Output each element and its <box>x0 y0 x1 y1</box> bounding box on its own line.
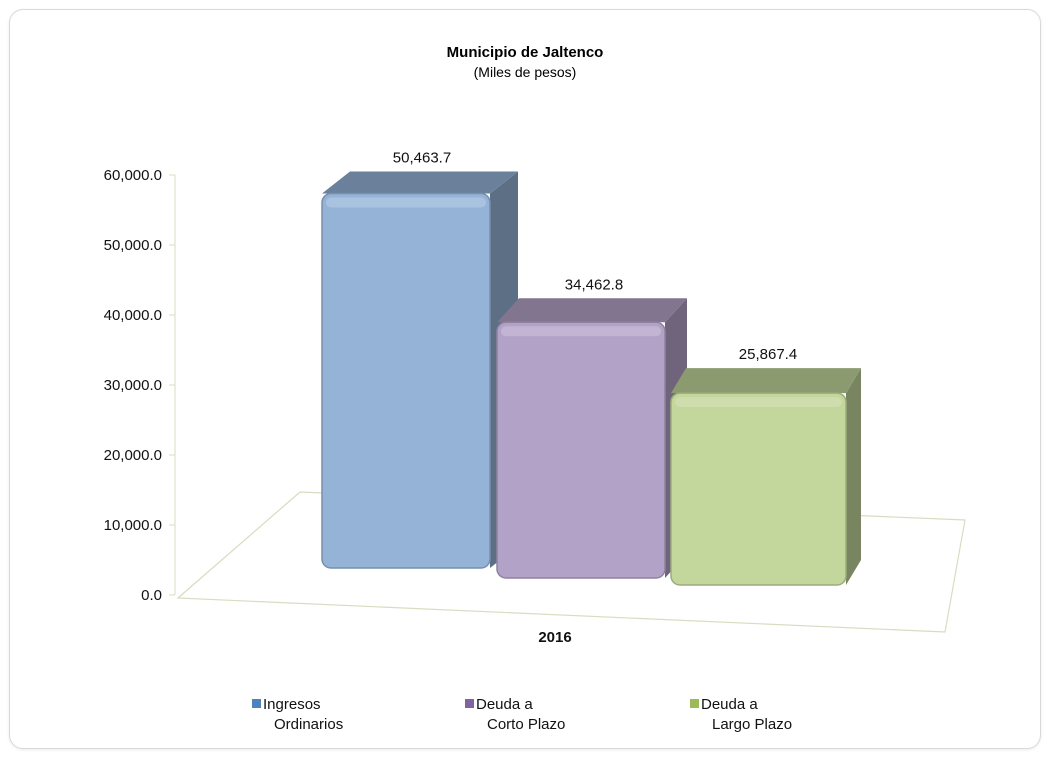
chart-subtitle: (Miles de pesos) <box>473 64 577 80</box>
floor-outline <box>176 491 966 633</box>
chart-title: Municipio de Jaltenco <box>446 44 604 61</box>
bar-top-face <box>322 171 518 194</box>
x-tick-label: 2016 <box>538 629 571 646</box>
data-label: 25,867.4 <box>739 346 797 363</box>
bar-top-face <box>671 368 861 394</box>
legend-label: Largo Plazo <box>712 716 793 733</box>
bar-top-face <box>497 298 687 323</box>
y-tick-label: 0.0 <box>141 587 162 604</box>
legend-item-deuda-largo-plazo: Deuda a Largo Plazo <box>690 695 792 735</box>
bar-highlight <box>675 397 842 408</box>
legend-item-deuda-corto-plazo: Deuda a Corto Plazo <box>465 695 565 735</box>
y-tick-label: 30,000.0 <box>104 377 162 394</box>
legend-label: Deuda a <box>476 696 533 713</box>
legend-label: Deuda a <box>701 696 758 713</box>
y-tick-label: 20,000.0 <box>104 447 162 464</box>
bar <box>670 392 847 586</box>
y-tick-label: 50,000.0 <box>104 237 162 254</box>
legend-swatch <box>465 699 474 708</box>
bar-highlight <box>326 197 486 208</box>
legend-label: Corto Plazo <box>487 716 566 733</box>
y-tick-label: 10,000.0 <box>104 517 162 534</box>
legend-swatch <box>690 699 699 708</box>
legend-label: Ordinarios <box>274 716 344 733</box>
y-tick-label: 60,000.0 <box>104 167 162 184</box>
bar-side-face <box>846 368 861 585</box>
y-tick-label: 40,000.0 <box>104 307 162 324</box>
data-label: 34,462.8 <box>565 276 623 293</box>
bar <box>321 192 491 569</box>
bar <box>496 321 666 579</box>
legend-item-ingresos-ordinarios: Ingresos Ordinarios <box>252 695 343 735</box>
legend-label: Ingresos <box>263 696 321 713</box>
bar-highlight <box>501 326 661 337</box>
data-label: 50,463.7 <box>393 150 451 167</box>
legend-swatch <box>252 699 261 708</box>
